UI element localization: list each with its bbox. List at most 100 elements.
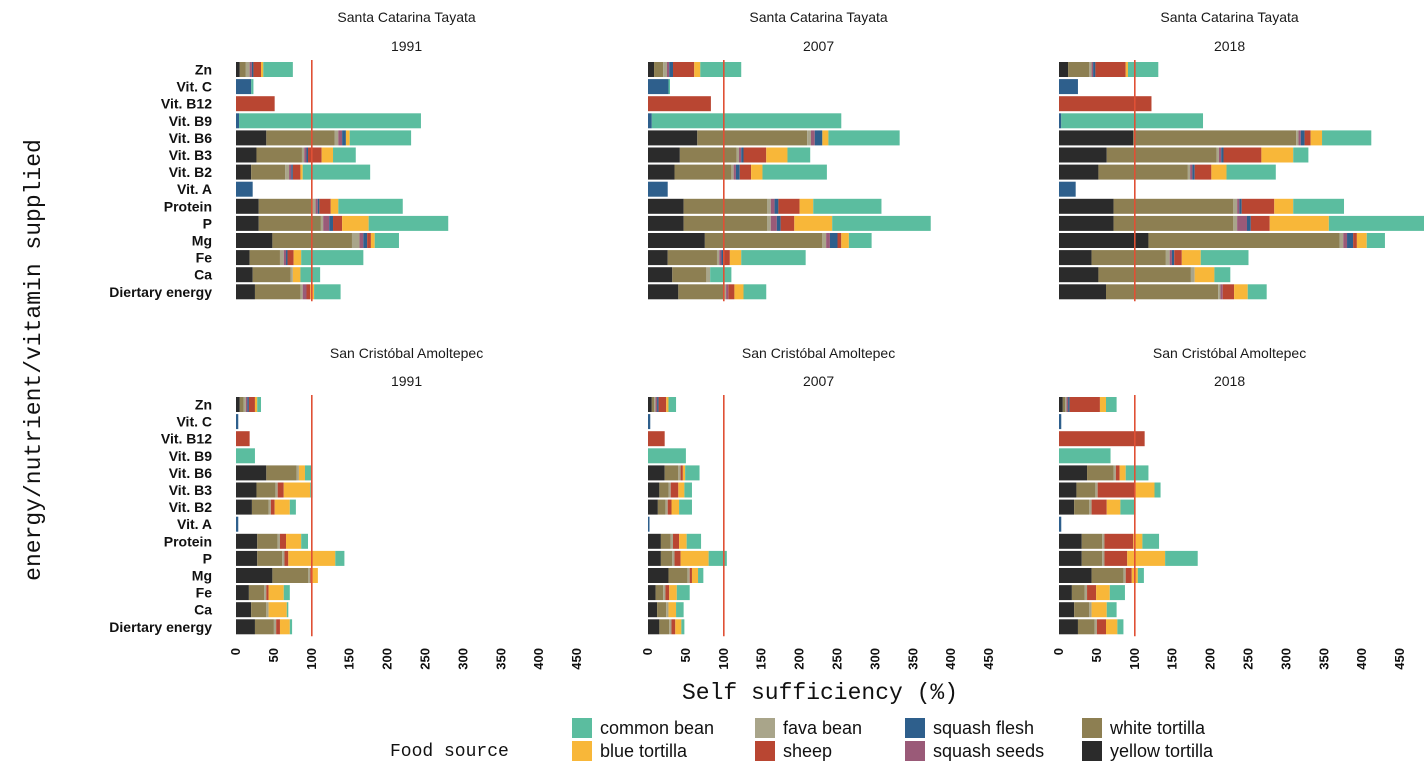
y-tick-label: Fe [196,585,213,601]
bar-segment-white-tortilla [1113,198,1234,214]
bar-segment-fava-bean [1095,482,1098,498]
bar-segment-blue-tortilla [1099,397,1106,412]
bar-segment-common-bean [1322,130,1372,146]
y-tick-label: Zn [195,397,212,413]
bar-segment-fava-bean [654,397,656,412]
bar-segment-fava-bean [807,130,811,146]
bar-segment-white-tortilla [667,250,717,266]
legend-swatch-yellow-tortilla [1082,741,1102,761]
bar-segment-yellow-tortilla [1059,198,1114,214]
bar-segment-white-tortilla [674,164,732,180]
x-tick-label: 100 [304,648,319,670]
legend-label-squash-seeds: squash seeds [933,741,1044,761]
y-tick-label: Vit. B6 [169,465,213,481]
bar-segment-squash-flesh [648,181,668,197]
bar-segment-blue-tortilla [679,533,687,549]
bar-segment-common-bean [263,62,293,77]
bar-segment-white-tortilla [678,284,724,300]
bar-segment-yellow-tortilla [1059,550,1082,566]
bar-segment-yellow-tortilla [236,198,259,214]
x-tick-label: 50 [266,648,281,662]
bar-segment-blue-tortilla [298,465,305,481]
panel-3: Santa Catarina Tayata 2018 [1059,9,1424,302]
bar-segment-fava-bean [275,482,278,498]
bar-segment-yellow-tortilla [236,164,252,180]
bar-segment-yellow-tortilla [1059,568,1092,583]
bar-segment-blue-tortilla [751,164,763,180]
bar-segment-squash-flesh [1059,181,1076,197]
bar-segment-sheep [680,465,683,481]
bar-segment-yellow-tortilla [236,397,240,412]
bar-segment-white-tortilla [659,619,670,635]
bar-segment-sheep [723,250,730,266]
bar-segment-blue-tortilla [300,164,303,180]
bar-segment-squash-seeds [1190,164,1193,180]
y-tick-label: P [203,550,212,566]
bar-segment-fava-bean [665,499,668,515]
x-tick-label: 150 [754,648,769,670]
bar-segment-sheep [276,619,280,635]
legend-swatch-squash-flesh [905,718,925,738]
bar-segment-white-tortilla [664,465,679,481]
bar-segment-squash-flesh [306,147,309,163]
y-tick-label: Vit. C [176,79,212,95]
panel-year-label: 1991 [391,373,422,389]
bar-segment-squash-seeds [304,147,307,163]
bar-segment-blue-tortilla [292,267,301,283]
bar-segment-sheep [728,284,735,300]
bar-segment-common-bean [1200,250,1249,266]
bar-segment-squash-seeds [1066,397,1069,412]
bar-segment-white-tortilla [248,585,265,601]
bar-segment-common-bean [333,147,356,163]
bar-segment-common-bean [676,585,690,601]
bar-segment-blue-tortilla [682,465,686,481]
bar-segment-common-bean [314,284,341,300]
bar-segment-squash-flesh [1246,215,1251,231]
bar-segment-squash-seeds [289,164,292,180]
bar-segment-blue-tortilla [666,397,669,412]
bar-segment-squash-flesh [657,397,659,412]
bar-segment-common-bean [686,533,702,549]
bar-segment-white-tortilla [654,62,664,77]
bar-segment-yellow-tortilla [236,250,250,266]
bar-segment-white-tortilla [657,602,667,618]
bar-segment-common-bean [685,465,700,481]
bar-segment-blue-tortilla [822,130,829,146]
x-tick-label: 250 [1241,648,1256,670]
bar-segment-common-bean [741,250,806,266]
bar-segment-common-bean [651,113,842,129]
y-tick-label: Ca [194,267,212,283]
panel-site-label: Santa Catarina Tayata [749,9,887,25]
bar-segment-fava-bean [1216,147,1219,163]
bar-segment-fava-bean [663,585,666,601]
bar-segment-squash-seeds [770,215,777,231]
bar-segment-yellow-tortilla [236,499,252,515]
bar-segment-yellow-tortilla [236,267,253,283]
bar-segment-squash-flesh [735,164,740,180]
bar-segment-yellow-tortilla [648,62,655,77]
panel-site-label: San Cristóbal Amoltepec [330,345,483,361]
bar-segment-sheep [279,533,287,549]
bar-segment-squash-flesh [1059,113,1062,129]
bar-segment-squash-flesh [741,147,744,163]
bar-segment-blue-tortilla [342,215,369,231]
bar-segment-blue-tortilla [286,533,302,549]
bar-segment-squash-flesh [829,233,838,248]
bar-segment-sheep [778,198,800,214]
y-tick-label: Mg [192,233,212,249]
panel-year-label: 2007 [803,373,834,389]
bar-segment-common-bean [304,465,312,481]
bar-segment-blue-tortilla [283,482,311,498]
bar-segment-sheep [284,550,289,566]
y-tick-label: Vit. B2 [169,164,213,180]
bar-segment-blue-tortilla [678,482,685,498]
y-tick-label: Vit. B9 [169,113,213,129]
bar-segment-sheep [1353,233,1357,248]
legend-title: Food source [390,742,509,762]
bar-segment-fava-bean [1084,585,1088,601]
panel-year-label: 2018 [1214,373,1245,389]
bar-segment-squash-flesh [774,198,779,214]
bar-segment-blue-tortilla [675,619,682,635]
bar-segment-fava-bean [266,602,269,618]
x-tick-label: 450 [1392,648,1407,670]
